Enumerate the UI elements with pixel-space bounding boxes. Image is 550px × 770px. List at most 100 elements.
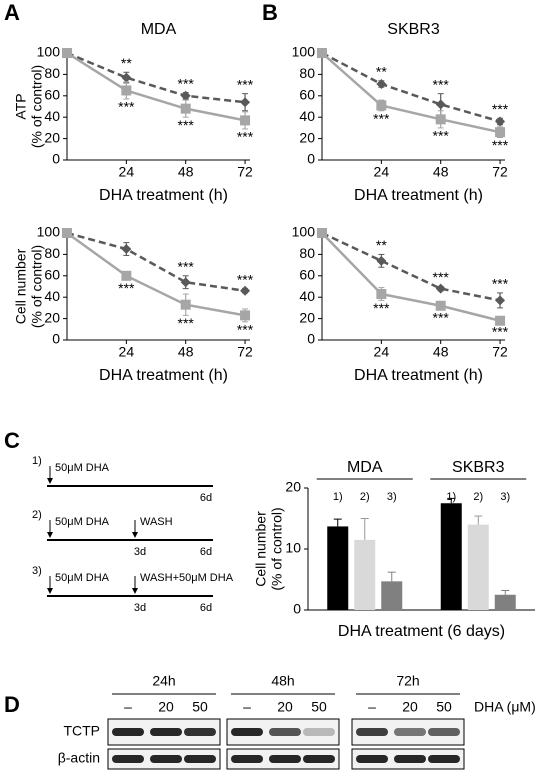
significance-label: *** [178, 259, 195, 275]
y-tick-label: 0 [293, 601, 301, 617]
y-tick-label: 60 [299, 87, 315, 103]
y-tick-label: 20 [299, 309, 315, 325]
x-tick-label: 72 [492, 164, 508, 180]
point [180, 299, 191, 310]
point [121, 72, 132, 83]
significance-label: *** [433, 128, 450, 144]
day-label: 3d [134, 546, 146, 558]
step-label: 3) [32, 565, 42, 577]
day-label: 3d [134, 602, 146, 614]
series-line [321, 52, 501, 134]
event-label: WASH [140, 516, 173, 528]
step-label: 2) [32, 509, 42, 521]
y-tick-label: 80 [299, 245, 315, 261]
significance-label: *** [178, 315, 195, 331]
arrow-head [132, 532, 138, 538]
x-tick-label: 72 [492, 344, 508, 360]
x-tick-label: 48 [178, 164, 194, 180]
point [180, 277, 191, 288]
x-tick-label: 48 [433, 344, 449, 360]
event-label: 50μM DHA [55, 572, 110, 584]
x-tick-label: 24 [119, 344, 135, 360]
dose-label: 20 [158, 699, 174, 715]
time-label: 48h [271, 673, 294, 689]
y-axis-label: Cell number [253, 511, 269, 587]
point [317, 228, 327, 238]
blot-band [231, 728, 263, 736]
panel-letter: D [4, 692, 20, 717]
y-axis-label: Cell number [13, 248, 29, 324]
protein-label: TCTP [63, 723, 100, 739]
point [435, 283, 446, 294]
dose-label: 50 [192, 699, 208, 715]
point [435, 99, 446, 110]
significance-label: *** [492, 324, 509, 340]
arrow-head [47, 532, 53, 538]
dose-label: 50 [311, 699, 327, 715]
chart-title: SKBR3 [387, 21, 440, 38]
significance-label: *** [178, 117, 195, 133]
arrow-head [132, 588, 138, 594]
point [240, 115, 251, 126]
significance-label: *** [433, 269, 450, 285]
series-line [321, 51, 501, 123]
series-label: 1) [333, 491, 343, 503]
significance-label: *** [178, 75, 195, 91]
blot-band [112, 755, 144, 763]
series-line [66, 51, 246, 104]
point [495, 127, 506, 138]
y-tick-label: 40 [44, 108, 60, 124]
event-label: 50μM DHA [55, 462, 110, 474]
y-tick-label: 0 [307, 331, 315, 347]
blot-band [428, 755, 460, 763]
significance-label: *** [433, 76, 450, 92]
y-tick-label: 20 [44, 129, 60, 145]
point [180, 103, 191, 114]
dose-label: 50 [436, 699, 452, 715]
significance-label: *** [373, 300, 390, 316]
series-label: 3) [387, 491, 397, 503]
y-tick-label: 40 [44, 288, 60, 304]
event-label: 50μM DHA [55, 516, 110, 528]
y-tick-label: 60 [44, 87, 60, 103]
time-label: 24h [152, 673, 175, 689]
significance-label: *** [492, 276, 509, 292]
bar [440, 503, 462, 610]
x-tick-label: 48 [433, 164, 449, 180]
blot-band [269, 728, 301, 736]
blot-band [356, 755, 388, 763]
blot-band [150, 755, 182, 763]
y-axis-label: (% of control) [29, 65, 45, 148]
y-tick-label: 0 [52, 151, 60, 167]
y-tick-label: 10 [285, 540, 301, 556]
point [121, 244, 132, 255]
dose-label: 20 [402, 699, 418, 715]
y-axis-label: ATP [13, 93, 29, 119]
y-tick-label: 100 [37, 44, 61, 60]
day-label: 6d [200, 602, 212, 614]
blot-band [303, 728, 335, 736]
blot-band [184, 728, 216, 736]
series-line [321, 232, 501, 322]
dose-label: 20 [277, 699, 293, 715]
blot-band [184, 755, 216, 763]
point [180, 90, 191, 101]
panel-letter: B [262, 0, 278, 25]
significance-label: *** [118, 99, 135, 115]
significance-label: *** [118, 280, 135, 296]
y-tick-label: 0 [52, 331, 60, 347]
point [121, 85, 132, 96]
blot-band [112, 728, 144, 736]
panel-letter: C [4, 428, 20, 453]
arrow-head [47, 478, 53, 484]
blot-band [231, 755, 263, 763]
x-tick-label: 24 [374, 344, 390, 360]
significance-label: *** [237, 76, 254, 92]
x-tick-label: 24 [119, 164, 135, 180]
point [435, 300, 446, 311]
series-label: 1) [446, 491, 456, 503]
point [317, 48, 327, 58]
blot-band [394, 755, 426, 763]
day-label: 6d [200, 492, 212, 504]
significance-label: ** [376, 64, 387, 80]
